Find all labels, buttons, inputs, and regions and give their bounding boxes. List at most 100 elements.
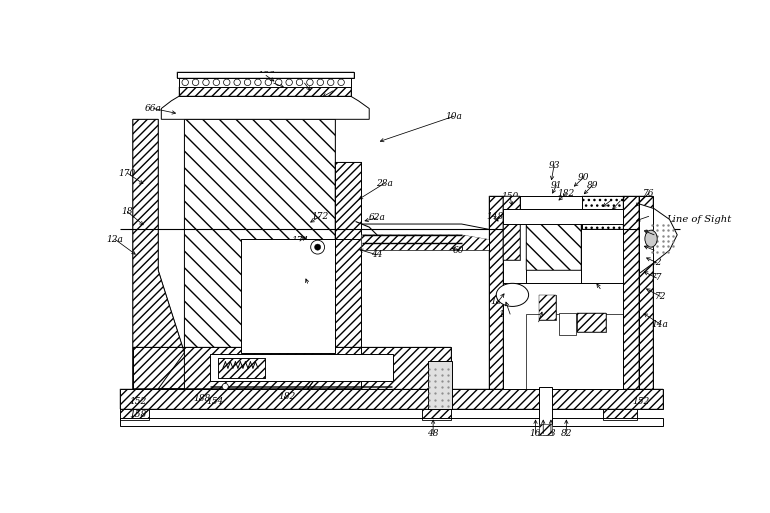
Text: 90: 90: [578, 173, 589, 182]
Polygon shape: [639, 204, 677, 273]
Circle shape: [203, 79, 209, 86]
Bar: [504, 196, 520, 260]
Text: 186: 186: [257, 71, 275, 80]
Bar: [240, 239, 334, 352]
Text: 174: 174: [291, 236, 309, 245]
Bar: [119, 418, 662, 426]
Bar: [422, 409, 451, 420]
Text: 12a: 12a: [107, 235, 123, 244]
Bar: [623, 196, 639, 389]
Text: 148: 148: [486, 212, 504, 221]
Text: 150: 150: [501, 192, 519, 201]
Text: 180: 180: [305, 246, 323, 255]
Circle shape: [222, 383, 228, 389]
Text: 92: 92: [651, 258, 662, 267]
Text: 77: 77: [651, 273, 662, 283]
Bar: [119, 409, 149, 420]
Bar: [217, 358, 265, 378]
Bar: [504, 283, 623, 389]
Bar: [639, 196, 653, 389]
Ellipse shape: [645, 230, 657, 247]
Text: 170: 170: [119, 169, 136, 177]
Bar: [490, 196, 504, 389]
Text: 18: 18: [122, 207, 133, 216]
Polygon shape: [179, 78, 350, 87]
Bar: [490, 196, 504, 389]
Bar: [119, 389, 662, 409]
Bar: [422, 409, 451, 420]
Text: 95: 95: [594, 284, 606, 293]
Bar: [539, 295, 555, 320]
Text: 28a: 28a: [377, 179, 393, 188]
Circle shape: [182, 79, 189, 86]
Text: 158: 158: [129, 410, 147, 419]
Circle shape: [327, 79, 334, 86]
Text: 188: 188: [193, 394, 211, 403]
Text: 154: 154: [206, 397, 224, 406]
Polygon shape: [308, 163, 361, 389]
Bar: [539, 387, 553, 426]
Text: 182: 182: [278, 392, 296, 401]
Circle shape: [286, 79, 293, 86]
Circle shape: [244, 79, 251, 86]
Text: 76: 76: [643, 189, 654, 198]
Polygon shape: [361, 235, 490, 250]
Text: 182: 182: [265, 78, 283, 88]
Bar: [504, 196, 623, 283]
Text: 78: 78: [545, 429, 557, 438]
Text: 44: 44: [371, 250, 383, 260]
Text: Line of Sight: Line of Sight: [666, 215, 731, 224]
Polygon shape: [361, 224, 490, 250]
Polygon shape: [176, 72, 353, 78]
Bar: [559, 313, 575, 335]
Text: 79: 79: [648, 230, 660, 239]
Bar: [539, 295, 555, 320]
Polygon shape: [132, 347, 451, 389]
Polygon shape: [161, 96, 370, 120]
Circle shape: [315, 244, 320, 250]
Circle shape: [192, 79, 199, 86]
Polygon shape: [581, 196, 623, 229]
Text: 81: 81: [648, 246, 660, 255]
Bar: [504, 209, 623, 224]
Bar: [525, 209, 581, 270]
Text: 16: 16: [530, 429, 541, 438]
Bar: [490, 196, 639, 389]
Circle shape: [223, 79, 230, 86]
Polygon shape: [179, 87, 350, 96]
Text: 62a: 62a: [369, 213, 385, 222]
Text: 93: 93: [548, 161, 560, 170]
Bar: [602, 409, 637, 420]
Text: 80: 80: [533, 318, 544, 326]
Circle shape: [276, 79, 282, 86]
Text: 82: 82: [561, 429, 572, 438]
Text: 14a: 14a: [652, 320, 668, 329]
Text: 182: 182: [557, 189, 575, 198]
Polygon shape: [132, 120, 184, 389]
Text: 87: 87: [614, 196, 626, 205]
Text: 60: 60: [453, 246, 464, 255]
Circle shape: [255, 79, 261, 86]
Circle shape: [310, 240, 325, 254]
Bar: [504, 196, 520, 260]
Bar: [525, 209, 581, 270]
Bar: [521, 196, 582, 209]
Polygon shape: [158, 120, 335, 389]
Text: 184: 184: [296, 78, 313, 88]
Bar: [578, 313, 607, 332]
Polygon shape: [525, 314, 623, 389]
Bar: [428, 361, 453, 409]
Circle shape: [317, 79, 323, 86]
Circle shape: [234, 79, 240, 86]
Text: 138a: 138a: [499, 310, 521, 319]
Circle shape: [296, 79, 303, 86]
Bar: [525, 196, 581, 283]
Text: 172: 172: [311, 212, 329, 221]
Ellipse shape: [496, 283, 528, 306]
Bar: [581, 196, 623, 283]
Text: 48: 48: [427, 429, 439, 438]
Bar: [639, 196, 653, 389]
Text: 178: 178: [324, 86, 342, 95]
Bar: [209, 354, 393, 381]
Text: 91: 91: [551, 181, 562, 190]
